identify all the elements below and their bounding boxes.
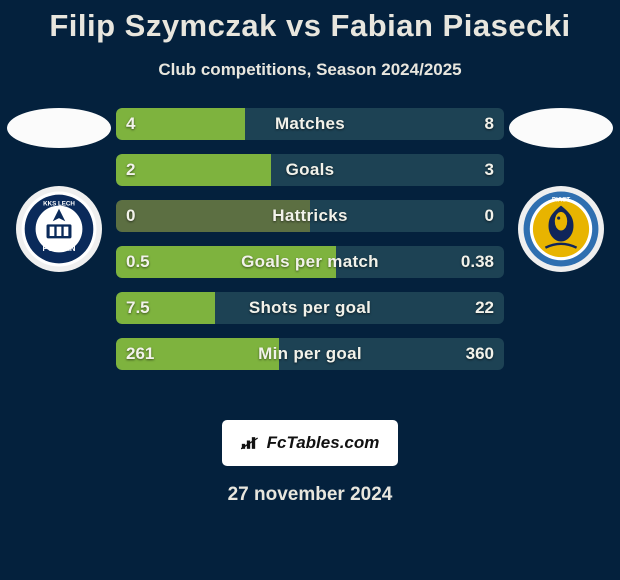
stat-value-right: 22 xyxy=(475,292,494,324)
brand-badge[interactable]: FcTables.com xyxy=(222,420,398,466)
player-left-column: POZNAŃ KKS LECH xyxy=(4,108,114,272)
stat-label: Goals per match xyxy=(116,246,504,278)
player-left-club-badge: POZNAŃ KKS LECH xyxy=(16,186,102,272)
comparison-card: Filip Szymczak vs Fabian Piasecki Club c… xyxy=(0,0,620,580)
stats-bars: 4Matches8 2Goals3 0Hattricks0 0.5Goals per … xyxy=(116,108,504,384)
stat-row: 0.5Goals per match0.38 xyxy=(116,246,504,278)
stat-label: Shots per goal xyxy=(116,292,504,324)
svg-text:POZNAŃ: POZNAŃ xyxy=(43,244,76,253)
stat-value-right: 360 xyxy=(466,338,494,370)
page-title: Filip Szymczak vs Fabian Piasecki xyxy=(0,0,620,44)
player-right-column: PIAST xyxy=(506,108,616,272)
svg-text:KKS LECH: KKS LECH xyxy=(43,201,75,208)
stat-label: Hattricks xyxy=(116,200,504,232)
stat-value-right: 8 xyxy=(485,108,494,140)
player-right-avatar xyxy=(509,108,613,148)
stat-value-right: 0 xyxy=(485,200,494,232)
player-left-avatar xyxy=(7,108,111,148)
stat-row: 2Goals3 xyxy=(116,154,504,186)
stat-row: 4Matches8 xyxy=(116,108,504,140)
stat-value-right: 0.38 xyxy=(461,246,494,278)
lech-poznan-crest-icon: POZNAŃ KKS LECH xyxy=(20,190,98,268)
stat-label: Matches xyxy=(116,108,504,140)
bar-chart-icon xyxy=(241,436,261,450)
stat-value-right: 3 xyxy=(485,154,494,186)
stat-row: 261Min per goal360 xyxy=(116,338,504,370)
stat-label: Min per goal xyxy=(116,338,504,370)
comparison-content: POZNAŃ KKS LECH PIAST xyxy=(0,108,620,398)
subtitle: Club competitions, Season 2024/2025 xyxy=(0,60,620,80)
player-right-club-badge: PIAST xyxy=(518,186,604,272)
stat-row: 7.5Shots per goal22 xyxy=(116,292,504,324)
piast-gliwice-crest-icon: PIAST xyxy=(522,190,600,268)
stat-row: 0Hattricks0 xyxy=(116,200,504,232)
brand-text: FcTables.com xyxy=(267,433,380,453)
svg-text:PIAST: PIAST xyxy=(552,197,571,204)
date-text: 27 november 2024 xyxy=(0,484,620,506)
stat-label: Goals xyxy=(116,154,504,186)
